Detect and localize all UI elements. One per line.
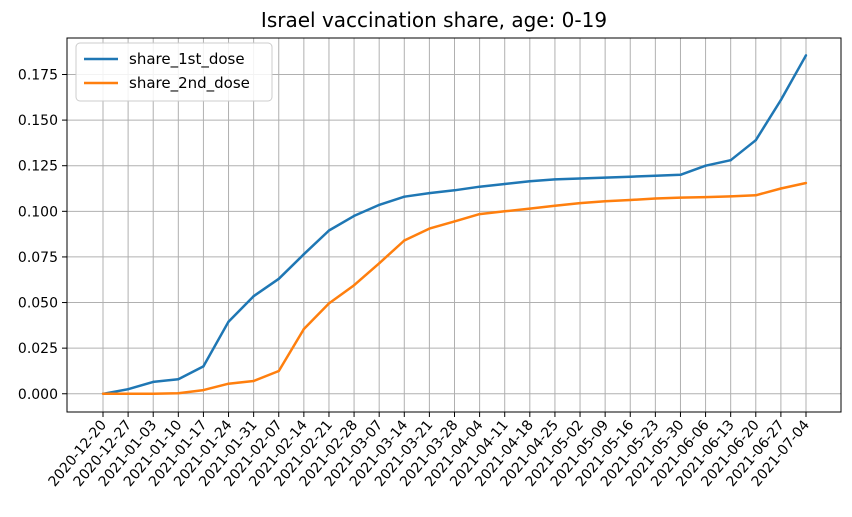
data-point xyxy=(603,176,607,179)
data-point xyxy=(553,204,557,208)
y-tick-label: 0.075 xyxy=(18,250,58,266)
data-point xyxy=(277,277,280,281)
data-point xyxy=(428,191,431,195)
data-point xyxy=(126,392,130,395)
series-lines xyxy=(101,54,808,396)
legend: share_1st_dose share_2nd_dose xyxy=(75,42,273,102)
y-tick-label: 0.050 xyxy=(18,296,58,312)
data-point xyxy=(227,382,230,385)
data-point xyxy=(352,284,356,287)
data-point xyxy=(428,227,431,230)
data-point xyxy=(553,178,557,181)
chart-title: Israel vaccination share, age: 0-19 xyxy=(261,8,607,32)
data-point xyxy=(779,187,783,190)
data-point xyxy=(302,327,306,331)
data-point xyxy=(177,392,180,395)
data-point xyxy=(403,195,406,198)
data-point xyxy=(704,195,707,199)
data-point xyxy=(227,320,230,323)
data-point xyxy=(126,387,130,391)
data-point xyxy=(729,159,732,162)
y-tick-label: 0.025 xyxy=(18,341,58,357)
data-point xyxy=(729,195,732,198)
data-point xyxy=(152,380,155,384)
data-point xyxy=(202,365,205,368)
data-point xyxy=(578,177,582,180)
data-point xyxy=(804,54,808,57)
data-point xyxy=(252,379,255,383)
data-point xyxy=(578,201,582,205)
data-point xyxy=(654,174,657,177)
data-point xyxy=(679,173,682,177)
y-tick-label: 0.100 xyxy=(18,204,58,220)
data-point xyxy=(804,181,808,185)
data-point xyxy=(654,197,657,200)
data-point xyxy=(478,212,481,216)
data-point xyxy=(327,229,331,232)
data-point xyxy=(603,200,607,203)
legend-label-share-1st-dose: share_1st_dose xyxy=(129,50,245,69)
data-point xyxy=(453,220,456,223)
y-tick-label: 0.125 xyxy=(18,159,58,175)
data-point xyxy=(503,210,506,213)
data-point xyxy=(403,239,406,242)
y-tick-label: 0.150 xyxy=(18,113,58,129)
data-point xyxy=(704,164,707,167)
data-point xyxy=(202,388,205,392)
legend-box xyxy=(75,42,273,102)
data-point xyxy=(478,185,481,188)
data-point xyxy=(629,198,632,202)
x-axis: 2020-12-202020-12-272021-01-032021-01-10… xyxy=(46,412,813,490)
data-point xyxy=(327,302,331,305)
data-point xyxy=(302,252,306,256)
data-point xyxy=(528,180,532,183)
data-point xyxy=(377,203,381,207)
data-point xyxy=(679,196,682,199)
data-point xyxy=(177,377,180,381)
data-point xyxy=(528,207,532,210)
data-point xyxy=(453,189,456,192)
data-point xyxy=(629,175,632,178)
data-point xyxy=(352,214,356,218)
data-point xyxy=(754,138,757,142)
data-point xyxy=(377,262,381,265)
data-point xyxy=(779,98,783,102)
data-point xyxy=(252,294,255,298)
data-point xyxy=(754,194,757,197)
y-tick-label: 0.000 xyxy=(18,387,58,403)
y-tick-label: 0.175 xyxy=(18,67,58,83)
data-point xyxy=(152,392,155,395)
data-point xyxy=(503,182,506,186)
data-point xyxy=(101,392,105,395)
y-axis: 0.000 0.025 0.050 0.075 0.100 0.125 0.150 0.175 xyxy=(18,67,67,403)
data-point xyxy=(277,369,280,373)
legend-label-share-2nd-dose: share_2nd_dose xyxy=(129,74,250,93)
